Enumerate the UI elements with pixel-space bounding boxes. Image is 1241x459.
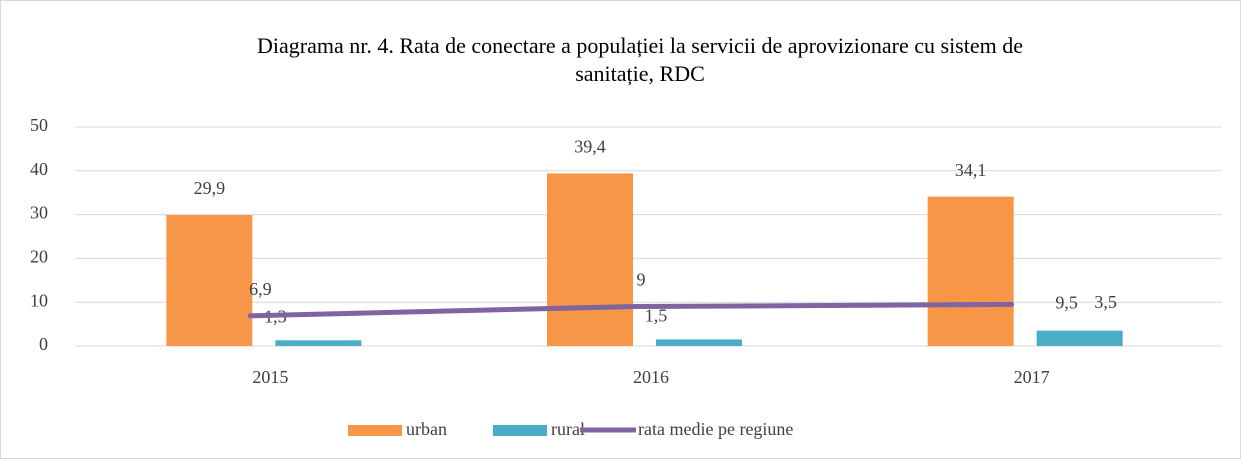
x-tick-label: 2015 (252, 367, 288, 387)
bar (927, 196, 1014, 346)
legend-label: rural (551, 419, 585, 439)
data-label: 6,9 (249, 279, 272, 299)
bar (1036, 330, 1123, 346)
legend-swatch (348, 425, 402, 436)
legend-label: urban (406, 419, 447, 439)
data-label: 39,4 (574, 137, 606, 157)
chart-title: Diagrama nr. 4. Rata de conectare a popu… (257, 33, 1023, 86)
y-tick-label: 0 (39, 334, 48, 354)
data-label: 9,5 (1055, 293, 1078, 313)
y-tick-label: 10 (30, 290, 48, 310)
y-tick-label: 30 (30, 203, 48, 223)
data-label: 1,5 (645, 306, 668, 326)
legend-swatch (493, 425, 547, 436)
data-label: 34,1 (955, 160, 987, 180)
y-tick-label: 40 (30, 159, 48, 179)
line (247, 301, 1015, 319)
bar (166, 215, 253, 346)
data-label: 3,5 (1094, 292, 1117, 312)
data-label: 29,9 (194, 178, 226, 198)
bar (547, 173, 633, 346)
bar (656, 339, 742, 346)
legend-label: rata medie pe regiune (638, 419, 793, 439)
data-label: 9 (637, 270, 646, 290)
x-tick-label: 2016 (633, 367, 669, 387)
y-tick-label: 20 (30, 247, 48, 267)
x-tick-label: 2017 (1014, 367, 1050, 387)
y-tick-label: 50 (30, 115, 48, 135)
bar (275, 340, 362, 346)
